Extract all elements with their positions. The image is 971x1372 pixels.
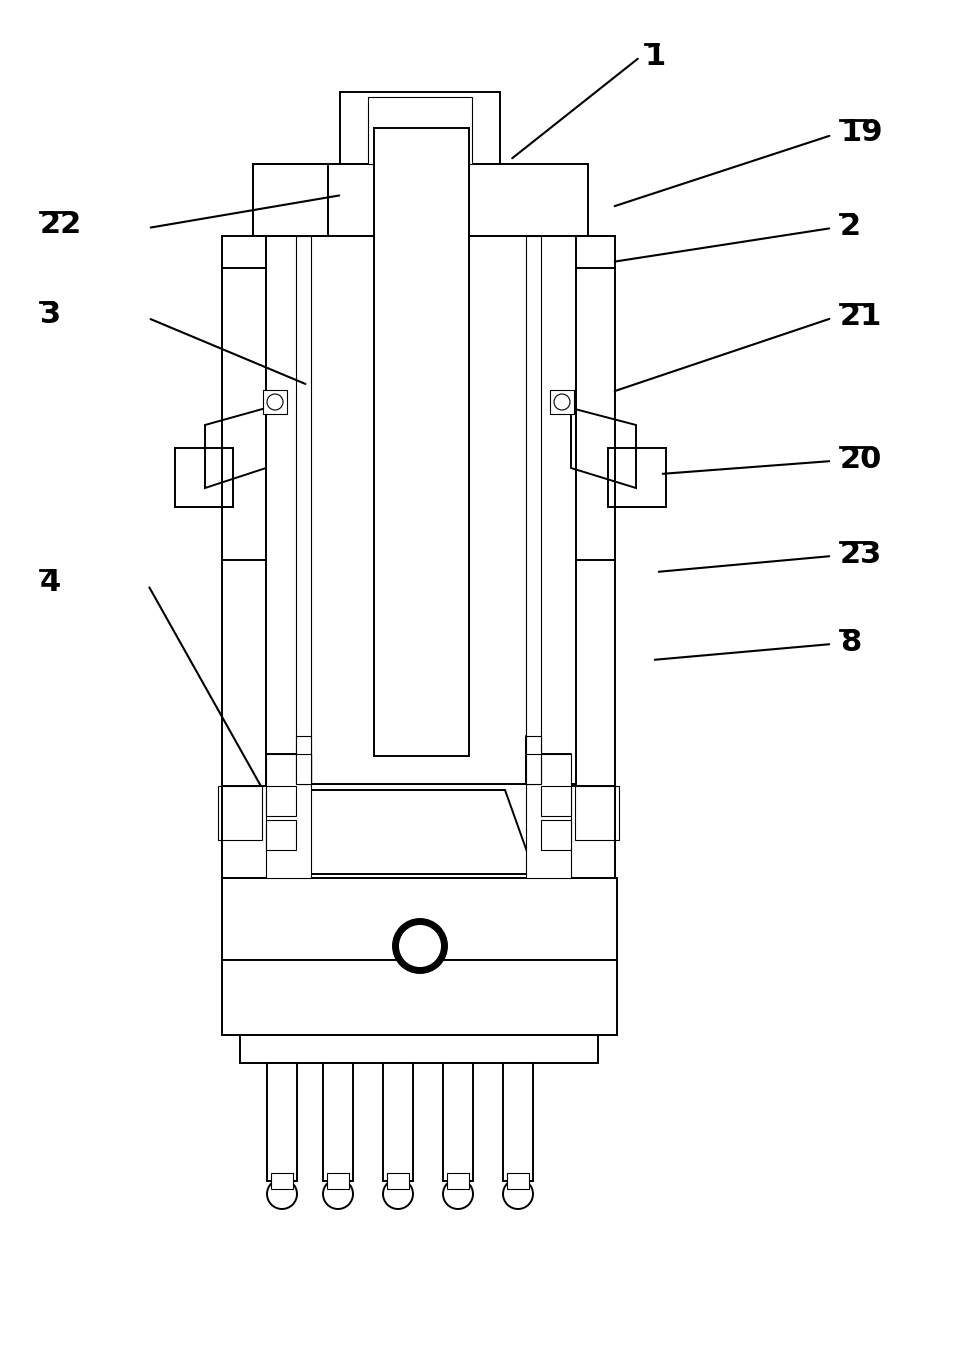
Text: 21: 21 bbox=[840, 302, 883, 331]
Ellipse shape bbox=[323, 1179, 353, 1209]
Bar bbox=[387, 1173, 409, 1190]
Bar bbox=[222, 236, 266, 878]
Text: 20: 20 bbox=[840, 445, 883, 473]
Bar bbox=[340, 92, 500, 165]
Bar bbox=[266, 786, 296, 816]
Bar bbox=[503, 1063, 533, 1181]
Bar bbox=[296, 755, 311, 783]
Bar bbox=[296, 236, 311, 783]
Ellipse shape bbox=[267, 394, 283, 410]
Ellipse shape bbox=[503, 1179, 533, 1209]
Ellipse shape bbox=[383, 1179, 413, 1209]
Bar bbox=[541, 786, 571, 816]
Bar bbox=[368, 97, 472, 165]
Bar bbox=[266, 236, 576, 783]
Text: 3: 3 bbox=[40, 300, 61, 329]
Ellipse shape bbox=[398, 923, 442, 969]
Bar bbox=[222, 960, 617, 1034]
Text: 23: 23 bbox=[840, 541, 883, 569]
Ellipse shape bbox=[267, 1179, 297, 1209]
Bar bbox=[550, 390, 574, 414]
Text: 22: 22 bbox=[40, 210, 83, 239]
Bar bbox=[374, 128, 469, 756]
Bar bbox=[327, 1173, 349, 1190]
Bar bbox=[447, 1173, 469, 1190]
Ellipse shape bbox=[393, 919, 447, 973]
Bar bbox=[266, 755, 311, 878]
Bar bbox=[526, 236, 541, 783]
Bar bbox=[222, 786, 272, 878]
Bar bbox=[526, 755, 571, 878]
Text: 8: 8 bbox=[840, 628, 861, 657]
Text: 2: 2 bbox=[840, 213, 861, 241]
Bar bbox=[323, 1063, 353, 1181]
Ellipse shape bbox=[443, 1179, 473, 1209]
Text: 19: 19 bbox=[840, 118, 883, 147]
Bar bbox=[541, 820, 571, 851]
Bar bbox=[240, 1034, 598, 1063]
Bar bbox=[267, 1063, 297, 1181]
Bar bbox=[565, 786, 615, 878]
Bar bbox=[443, 1063, 473, 1181]
Bar bbox=[253, 165, 588, 236]
Bar bbox=[507, 1173, 529, 1190]
Bar bbox=[383, 1063, 413, 1181]
Bar bbox=[271, 1173, 293, 1190]
Text: 1: 1 bbox=[645, 43, 666, 71]
Bar bbox=[526, 755, 541, 783]
Ellipse shape bbox=[554, 394, 570, 410]
Bar bbox=[296, 735, 311, 783]
Bar bbox=[266, 820, 296, 851]
Bar bbox=[571, 236, 615, 878]
Bar bbox=[253, 165, 328, 236]
Bar bbox=[266, 783, 576, 879]
Bar bbox=[263, 390, 287, 414]
Bar bbox=[526, 735, 541, 783]
Text: 4: 4 bbox=[40, 568, 61, 597]
Bar bbox=[253, 165, 328, 236]
Bar bbox=[222, 878, 617, 960]
